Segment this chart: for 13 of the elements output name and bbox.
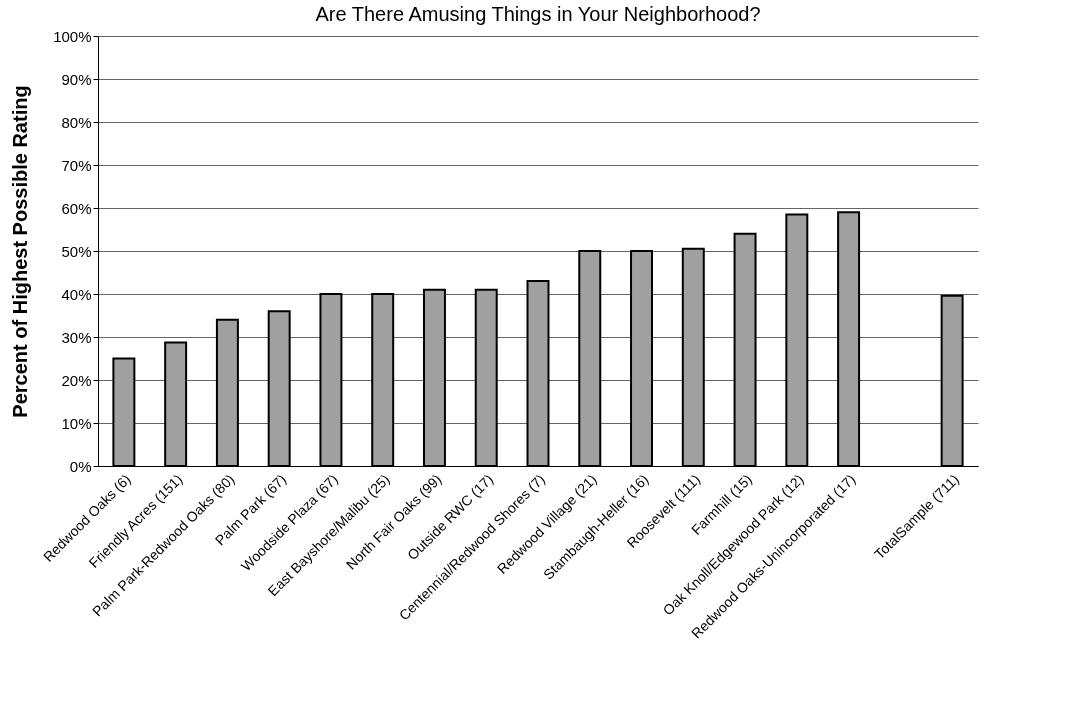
y-tick-label: 90%: [61, 70, 92, 88]
y-tick-label: 40%: [61, 285, 92, 303]
y-tick-label: 50%: [61, 242, 92, 260]
y-tick-label: 20%: [61, 371, 92, 389]
y-tick-label: 30%: [61, 328, 92, 346]
y-tick-label: 10%: [61, 414, 92, 432]
chart-title: Are There Amusing Things in Your Neighborhood?: [315, 3, 761, 25]
y-tick-label: 60%: [61, 199, 92, 217]
y-axis-title: Percent of Highest Possible Rating: [9, 85, 32, 418]
y-tick-label: 70%: [61, 156, 92, 174]
y-tick-label: 80%: [61, 113, 92, 131]
y-tick-label: 100%: [53, 27, 92, 45]
y-tick-label: 0%: [69, 457, 92, 475]
